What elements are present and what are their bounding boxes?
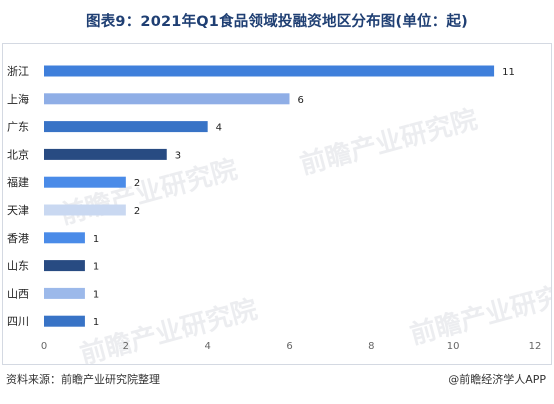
category-label: 上海	[7, 92, 29, 106]
x-tick-label: 10	[447, 341, 460, 352]
bar	[44, 65, 495, 77]
chart-title: 图表9：2021年Q1食品领域投融资地区分布图(单位：起)	[86, 14, 468, 30]
watermark-text: 前瞻产业研究院	[407, 274, 551, 351]
source-note: 资料来源：前瞻产业研究院整理	[6, 373, 160, 386]
data-label: 4	[216, 123, 222, 134]
x-tick-label: 2	[123, 341, 129, 352]
bar	[44, 93, 290, 105]
category-label: 山东	[7, 260, 29, 273]
bar	[44, 287, 85, 299]
data-label: 1	[93, 289, 99, 300]
category-label: 浙江	[7, 65, 29, 78]
category-label: 四川	[7, 315, 29, 328]
watermark-text: 前瞻产业研究院	[297, 104, 481, 181]
x-tick-label: 12	[529, 341, 542, 352]
chart-frame: 前瞻产业研究院 前瞻产业研究院 前瞻产业研究院 前瞻产业研究院 浙江 11 上海 6 广东 4 北京…	[2, 43, 552, 365]
data-label: 3	[175, 150, 181, 161]
category-label: 北京	[7, 147, 29, 161]
watermark-text: 前瞻产业研究院	[57, 154, 241, 231]
x-tick-label: 6	[286, 341, 292, 352]
bar	[44, 232, 85, 244]
bar	[44, 148, 167, 160]
bar	[44, 260, 85, 272]
category-label: 福建	[7, 175, 29, 189]
bar	[44, 315, 85, 327]
data-label: 2	[134, 178, 140, 189]
data-label: 1	[93, 234, 99, 245]
bar	[44, 204, 126, 216]
data-label: 11	[502, 67, 515, 78]
data-label: 1	[93, 317, 99, 328]
x-tick-label: 4	[204, 341, 210, 352]
category-label: 香港	[7, 232, 29, 245]
data-label: 6	[298, 95, 304, 106]
category-label: 山西	[7, 287, 29, 300]
bar	[44, 121, 208, 133]
x-tick-label: 0	[41, 341, 47, 352]
data-label: 1	[93, 262, 99, 273]
bar	[44, 176, 126, 188]
brand-credit: @前瞻经济学人APP	[448, 373, 546, 386]
data-label: 2	[134, 206, 140, 217]
watermark-text: 前瞻产业研究院	[77, 294, 261, 364]
category-label: 天津	[7, 204, 29, 217]
x-tick-label: 8	[368, 341, 374, 352]
category-label: 广东	[7, 121, 29, 134]
